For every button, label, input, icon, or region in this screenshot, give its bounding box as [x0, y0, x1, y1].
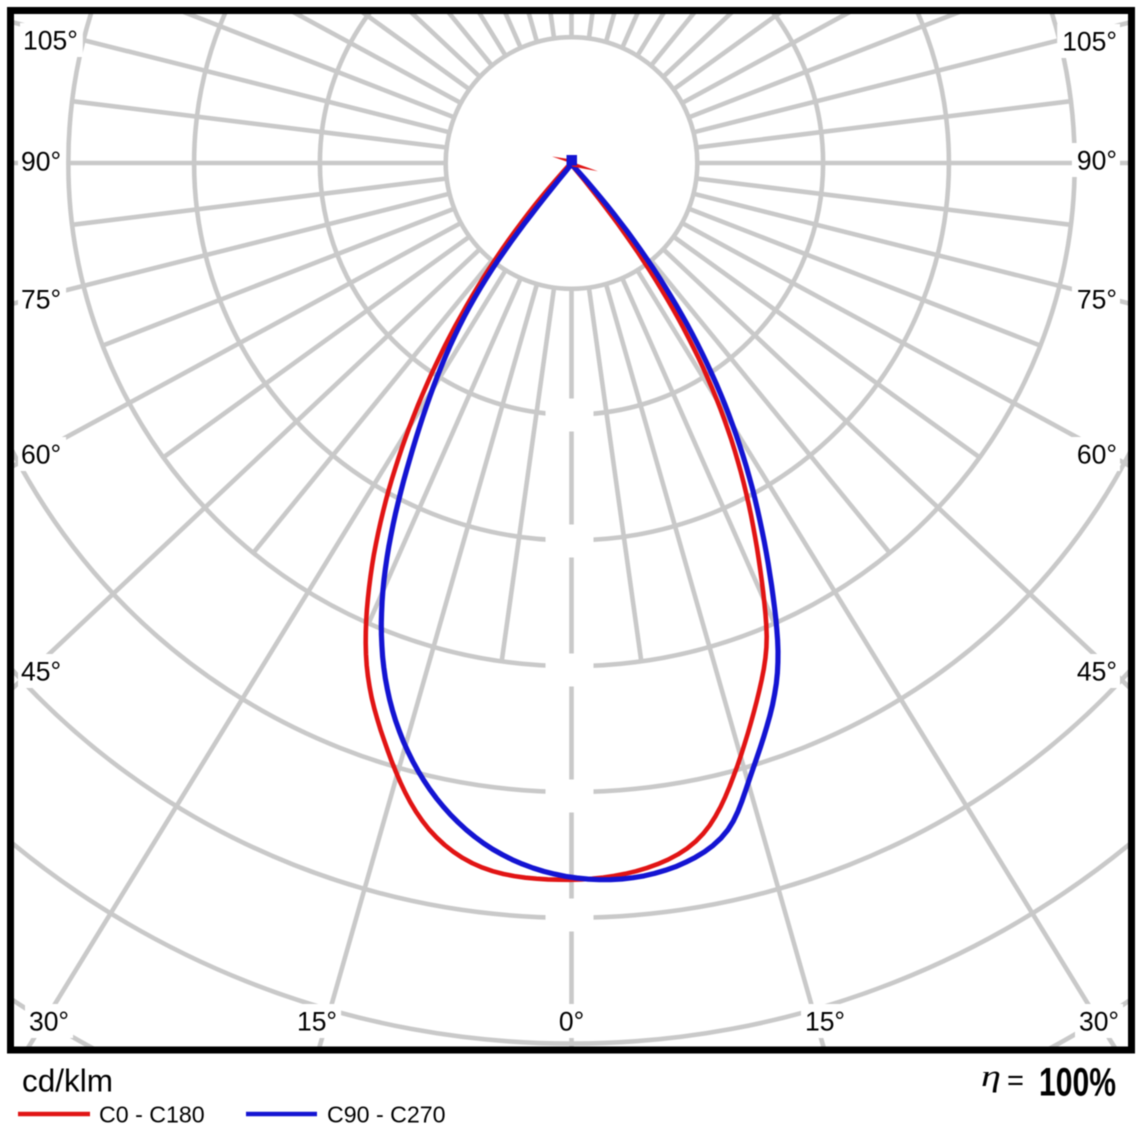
- svg-text:105°: 105°: [23, 26, 78, 56]
- svg-text:45°: 45°: [21, 657, 61, 687]
- svg-text:15°: 15°: [297, 1007, 337, 1037]
- svg-text:=: =: [1007, 1065, 1024, 1097]
- svg-text:0°: 0°: [559, 1007, 584, 1037]
- svg-text:15°: 15°: [805, 1007, 845, 1037]
- svg-text:90°: 90°: [1077, 146, 1117, 176]
- svg-text:C0 - C180: C0 - C180: [99, 1102, 205, 1128]
- svg-text:η: η: [981, 1058, 1001, 1093]
- svg-text:105°: 105°: [1062, 27, 1117, 57]
- svg-text:75°: 75°: [1077, 285, 1117, 315]
- svg-text:60°: 60°: [21, 440, 61, 470]
- svg-text:100%: 100%: [1039, 1061, 1116, 1105]
- svg-text:75°: 75°: [21, 285, 61, 315]
- svg-text:60°: 60°: [1077, 440, 1117, 470]
- svg-text:cd/klm: cd/klm: [22, 1063, 113, 1099]
- svg-text:45°: 45°: [1077, 657, 1117, 687]
- svg-text:C90 - C270: C90 - C270: [327, 1102, 446, 1128]
- svg-text:30°: 30°: [1079, 1007, 1119, 1037]
- svg-text:30°: 30°: [29, 1007, 69, 1037]
- svg-text:90°: 90°: [21, 147, 61, 177]
